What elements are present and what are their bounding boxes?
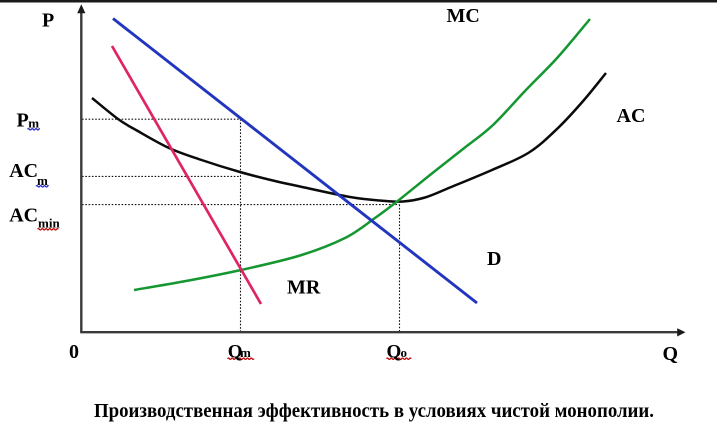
svg-text:P: P xyxy=(42,9,54,31)
svg-text:Q: Q xyxy=(228,342,243,363)
svg-text:AC: AC xyxy=(617,105,646,127)
svg-text:m: m xyxy=(240,345,251,360)
svg-text:AC: AC xyxy=(9,160,38,182)
svg-text:MR: MR xyxy=(287,277,321,299)
svg-text:Q: Q xyxy=(387,342,402,363)
svg-text:m: m xyxy=(37,173,48,188)
svg-text:m: m xyxy=(28,115,39,130)
svg-text:0: 0 xyxy=(69,341,79,363)
svg-text:min: min xyxy=(38,216,60,231)
svg-text:Производственная эффективность: Производственная эффективность в условия… xyxy=(94,400,654,422)
svg-text:Q: Q xyxy=(663,343,679,365)
svg-text:D: D xyxy=(487,248,501,270)
svg-text:AC: AC xyxy=(9,205,38,227)
svg-text:o: o xyxy=(401,345,408,360)
svg-text:MC: MC xyxy=(447,5,480,27)
svg-text:P: P xyxy=(17,109,29,131)
